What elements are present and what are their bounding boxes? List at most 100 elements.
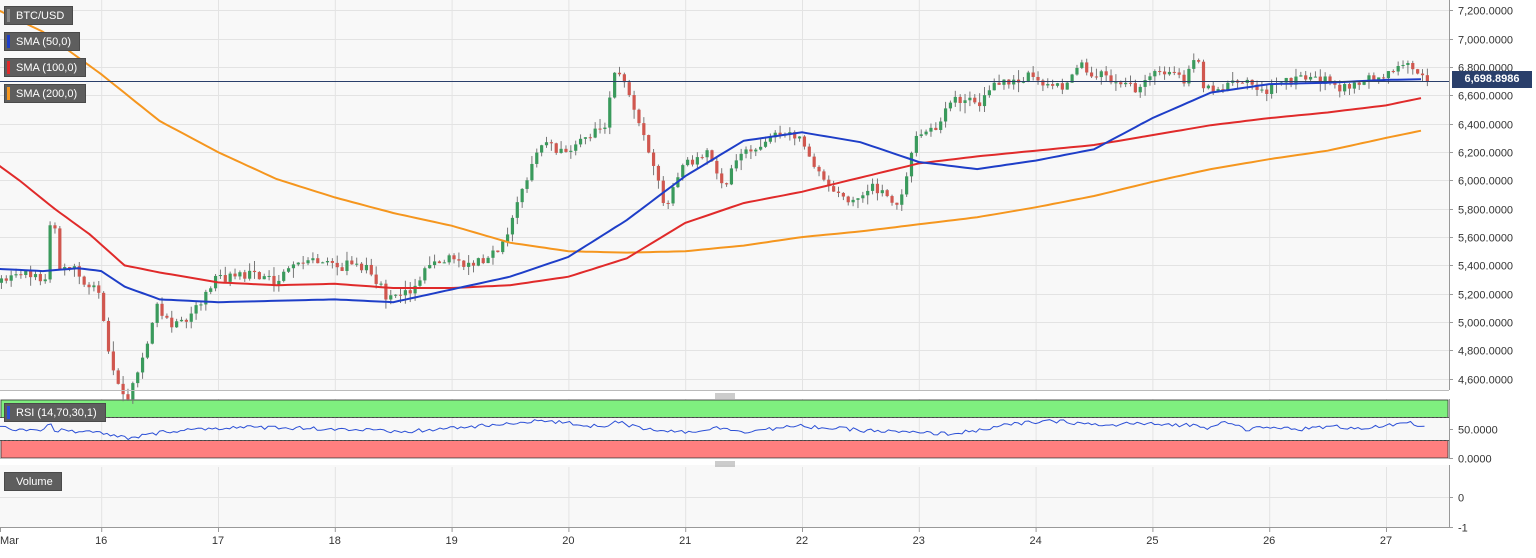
candle-body — [457, 259, 461, 261]
legend-swatch-symbol — [7, 9, 10, 22]
candle-body — [418, 280, 422, 286]
candle-body — [72, 266, 77, 269]
x-tick-label: 24 — [1029, 535, 1041, 547]
y-tick-label: 4,600.0000 — [1458, 375, 1513, 387]
candle-body — [277, 280, 281, 286]
candle-body — [175, 321, 179, 328]
candle-body — [520, 188, 524, 203]
x-tick-label: 25 — [1146, 535, 1158, 547]
candle-body — [452, 255, 456, 260]
candle-body — [622, 74, 626, 83]
volume-y-tick-label: 0 — [1458, 493, 1464, 505]
candle-body — [325, 260, 330, 263]
candle-body — [870, 183, 875, 191]
candle-body — [1396, 66, 1400, 72]
candle-body — [817, 166, 821, 172]
candle-body — [496, 250, 500, 253]
candle-body — [1216, 89, 1220, 92]
candles — [0, 53, 1429, 404]
legend-sma-50[interactable]: SMA (50,0) — [4, 32, 81, 51]
candle-body — [1347, 84, 1352, 89]
candle-body — [1323, 76, 1327, 84]
candle-body — [223, 275, 227, 282]
candle-body — [773, 132, 777, 138]
candle-body — [155, 303, 159, 323]
candle-body — [204, 291, 208, 305]
legend-symbol[interactable]: BTC/USD — [4, 6, 74, 25]
candle-body — [885, 190, 889, 197]
candle-body — [1143, 80, 1147, 87]
candle-body — [647, 135, 651, 153]
candle-body — [248, 270, 252, 279]
x-tick-label: 19 — [445, 535, 457, 547]
rsi-overbought-zone — [0, 399, 1449, 418]
candle-body — [355, 263, 359, 265]
candle-body — [948, 102, 953, 109]
candle-body — [1177, 72, 1181, 75]
x-tick-label: 17 — [212, 535, 224, 547]
candle-body — [291, 264, 296, 269]
candle-body — [97, 285, 101, 293]
candle-body — [666, 202, 670, 204]
candle-body — [535, 152, 539, 164]
legend-sma-50-label: SMA (50,0) — [16, 36, 72, 48]
candle-body — [1343, 84, 1347, 92]
candle-body — [199, 304, 203, 306]
panel-splitter-handle[interactable] — [715, 393, 735, 399]
candle-body — [1109, 75, 1113, 83]
candle-body — [749, 149, 753, 152]
x-tick-label: 20 — [562, 535, 574, 547]
candle-body — [759, 146, 763, 150]
legend-volume[interactable]: Volume — [4, 472, 62, 491]
candle-body — [467, 262, 471, 267]
candle-body — [38, 274, 42, 282]
y-tick-label: 4,800.0000 — [1458, 346, 1513, 358]
candle-body — [87, 284, 91, 288]
candle-body — [126, 394, 130, 400]
candle-body — [890, 196, 894, 203]
candle-body — [233, 273, 237, 277]
legend-volume-label: Volume — [16, 476, 53, 488]
candle-body — [403, 290, 407, 296]
candle-body — [812, 156, 816, 167]
candle-body — [1080, 62, 1084, 68]
candle-body — [934, 127, 938, 130]
candle-body — [116, 370, 120, 384]
candle-body — [939, 121, 943, 130]
candle-body — [1065, 82, 1069, 90]
candle-body — [1124, 82, 1128, 85]
candle-body — [613, 72, 617, 98]
y-tick-label: 5,400.0000 — [1458, 261, 1513, 273]
candle-body — [379, 283, 383, 285]
candle-body — [43, 279, 47, 282]
candle-body — [301, 262, 305, 264]
candle-body — [856, 198, 860, 200]
legend-rsi[interactable]: RSI (14,70,30,1) — [4, 403, 106, 422]
candle-body — [1420, 73, 1425, 76]
candle-body — [754, 149, 758, 152]
candle-body — [1133, 83, 1137, 93]
candle-body — [1153, 71, 1157, 77]
candle-body — [583, 137, 588, 139]
panel-splitter-handle[interactable] — [715, 461, 735, 467]
candle-body — [1352, 82, 1356, 89]
candle-body — [1114, 82, 1118, 84]
candle-body — [1294, 76, 1298, 85]
candle-body — [77, 266, 81, 277]
legend-sma-200[interactable]: SMA (200,0) — [4, 84, 87, 103]
candle-body — [389, 295, 393, 300]
legend-sma-100[interactable]: SMA (100,0) — [4, 58, 87, 77]
candle-body — [296, 262, 300, 265]
candle-body — [442, 262, 446, 264]
candle-body — [471, 262, 476, 266]
x-tick-label: 22 — [796, 535, 808, 547]
candle-body — [33, 274, 38, 278]
candle-body — [1051, 84, 1055, 86]
candle-body — [1367, 75, 1371, 82]
x-axis: Mar 16 17 18 19 20 21 22 23 24 25 26 27 — [0, 527, 1449, 547]
candle-body — [914, 135, 918, 153]
candle-body — [1372, 75, 1376, 81]
y-axis-main: 4,600.0000 4,800.0000 5,000.0000 5,200.0000… — [1449, 6, 1513, 535]
candle-body — [1338, 84, 1342, 92]
candle-body — [1192, 60, 1196, 69]
